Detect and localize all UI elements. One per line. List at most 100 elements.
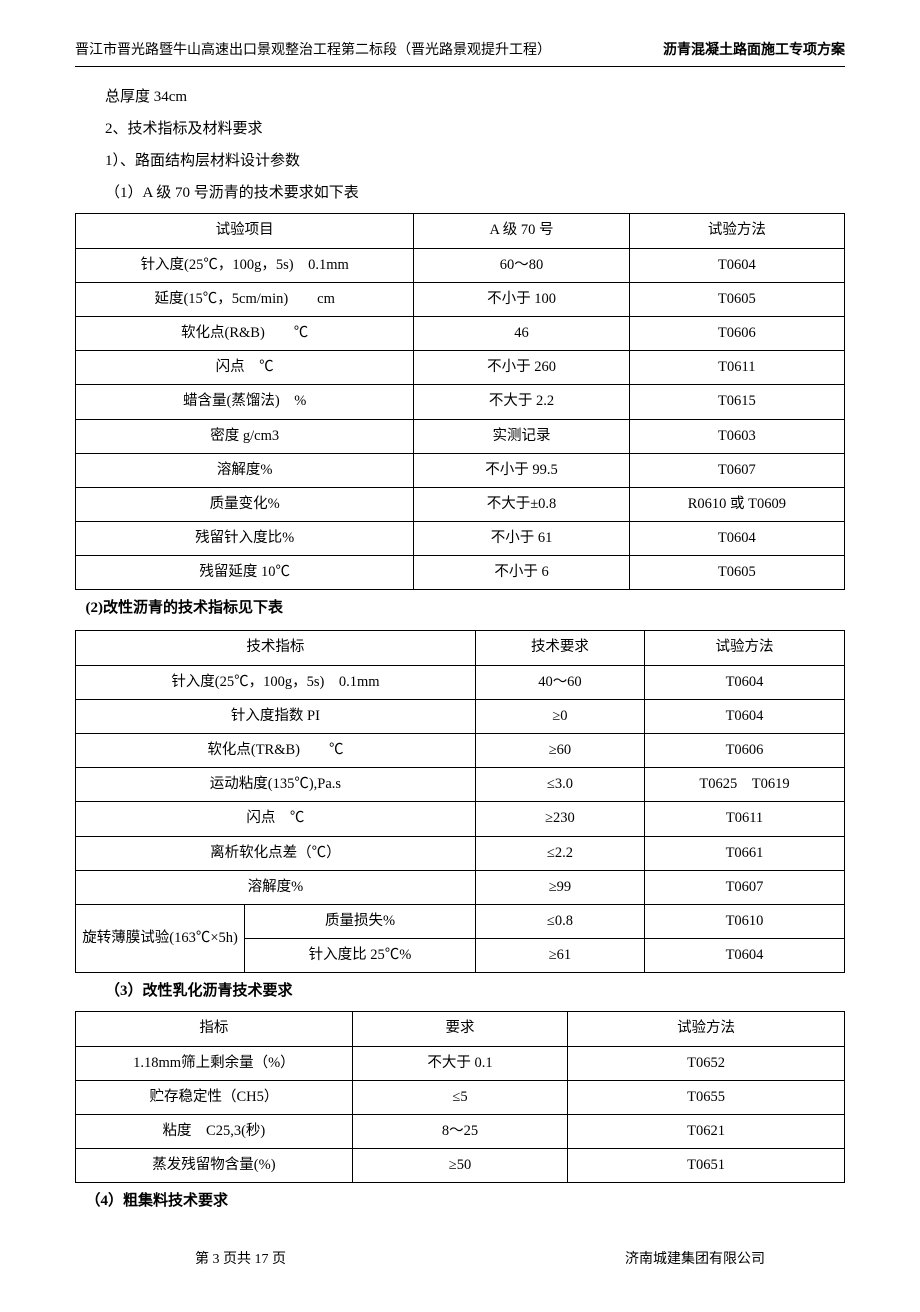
table-row: 闪点 ℃≥230T0611	[76, 802, 845, 836]
table-cell: 不小于 99.5	[414, 453, 629, 487]
table-cell: T0604	[645, 665, 845, 699]
table-cell: R0610 或 T0609	[629, 487, 844, 521]
table-row: 残留针入度比%不小于 61T0604	[76, 522, 845, 556]
table-cell: 闪点 ℃	[76, 802, 476, 836]
table-cell: T0605	[629, 282, 844, 316]
table-cell: ≤5	[352, 1080, 567, 1114]
table-cell: 8～25	[352, 1114, 567, 1148]
table-cell: 溶解度%	[76, 453, 414, 487]
table-row: 延度(15℃，5cm/min) cm不小于 100T0605	[76, 282, 845, 316]
table-row: 针入度指数 PI≥0T0604	[76, 699, 845, 733]
table-cell: T0615	[629, 385, 844, 419]
table-row: 技术指标技术要求试验方法	[76, 631, 845, 665]
table-cell: 60～80	[414, 248, 629, 282]
table-cell: 残留针入度比%	[76, 522, 414, 556]
table-cell: ≥60	[475, 734, 644, 768]
intro-line4: （1）A 级 70 号沥青的技术要求如下表	[75, 181, 845, 205]
table-row: 针入度(25℃，100g，5s) 0.1mm60～80T0604	[76, 248, 845, 282]
table-cell: T0604	[645, 699, 845, 733]
table-cell: 闪点 ℃	[76, 351, 414, 385]
table-row: 溶解度%不小于 99.5T0607	[76, 453, 845, 487]
page-footer: 第 3 页共 17 页 济南城建集团有限公司	[75, 1249, 845, 1271]
table-cell: 不小于 260	[414, 351, 629, 385]
table-cell: 残留延度 10℃	[76, 556, 414, 590]
table-row: 密度 g/cm3实测记录T0603	[76, 419, 845, 453]
table-cell: T0611	[645, 802, 845, 836]
table-cell: 针入度(25℃，100g，5s) 0.1mm	[76, 248, 414, 282]
table-cell: T0621	[568, 1114, 845, 1148]
table-cell: 蜡含量(蒸馏法) %	[76, 385, 414, 419]
table-cell: 质量损失%	[245, 904, 476, 938]
table-cell: 46	[414, 316, 629, 350]
table-row: 软化点(TR&B) ℃≥60T0606	[76, 734, 845, 768]
table-cell: T0625 T0619	[645, 768, 845, 802]
table-cell: T0652	[568, 1046, 845, 1080]
table-cell: T0606	[629, 316, 844, 350]
table-cell: 质量变化%	[76, 487, 414, 521]
section-title-4: （4）粗集料技术要求	[75, 1189, 845, 1213]
table-cell: 不大于 2.2	[414, 385, 629, 419]
table-cell: 软化点(R&B) ℃	[76, 316, 414, 350]
table-cell: ≥99	[475, 870, 644, 904]
table-row: 离析软化点差（℃）≤2.2T0661	[76, 836, 845, 870]
table-cell: T0611	[629, 351, 844, 385]
table-row: 1.18mm筛上剩余量（%）不大于 0.1T0652	[76, 1046, 845, 1080]
table-cell: 离析软化点差（℃）	[76, 836, 476, 870]
table-row: 贮存稳定性（CH5）≤5T0655	[76, 1080, 845, 1114]
table-cell: T0655	[568, 1080, 845, 1114]
table-cell: ≥0	[475, 699, 644, 733]
table-row: 溶解度%≥99T0607	[76, 870, 845, 904]
table-cell: T0604	[629, 522, 844, 556]
table-cell: A 级 70 号	[414, 214, 629, 248]
intro-line3: 1）、路面结构层材料设计参数	[75, 149, 845, 173]
table-cell: 技术指标	[76, 631, 476, 665]
table-cell: 软化点(TR&B) ℃	[76, 734, 476, 768]
table-cell: 40～60	[475, 665, 644, 699]
table-cell: 不小于 6	[414, 556, 629, 590]
table-row: 指标要求试验方法	[76, 1012, 845, 1046]
table-cell: T0604	[629, 248, 844, 282]
table-cell: 试验方法	[629, 214, 844, 248]
table-cell: 针入度(25℃，100g，5s) 0.1mm	[76, 665, 476, 699]
table-cell: ≤0.8	[475, 904, 644, 938]
footer-right: 济南城建集团有限公司	[625, 1249, 765, 1271]
table-cell: 试验项目	[76, 214, 414, 248]
footer-left: 第 3 页共 17 页	[195, 1249, 286, 1271]
table-cell: 不大于±0.8	[414, 487, 629, 521]
table-cell: ≤2.2	[475, 836, 644, 870]
table-cell: 贮存稳定性（CH5）	[76, 1080, 353, 1114]
table-row: 软化点(R&B) ℃46T0606	[76, 316, 845, 350]
table-cell: T0604	[645, 939, 845, 973]
table-cell: T0607	[629, 453, 844, 487]
table-cell: T0651	[568, 1149, 845, 1183]
table-row: 针入度(25℃，100g，5s) 0.1mm40～60T0604	[76, 665, 845, 699]
table-cell: 密度 g/cm3	[76, 419, 414, 453]
table-row: 旋转薄膜试验(163℃×5h)质量损失%≤0.8T0610	[76, 904, 845, 938]
section-title-3: （3）改性乳化沥青技术要求	[75, 979, 845, 1003]
table1: 试验项目A 级 70 号试验方法针入度(25℃，100g，5s) 0.1mm60…	[75, 213, 845, 590]
table-cell: 试验方法	[645, 631, 845, 665]
intro-line2: 2、技术指标及材料要求	[75, 117, 845, 141]
table-cell: 蒸发残留物含量(%)	[76, 1149, 353, 1183]
table-cell: 溶解度%	[76, 870, 476, 904]
table-cell: ≥230	[475, 802, 644, 836]
table-cell: 旋转薄膜试验(163℃×5h)	[76, 904, 245, 972]
table-cell: T0605	[629, 556, 844, 590]
table-row: 运动粘度(135℃),Pa.s≤3.0T0625 T0619	[76, 768, 845, 802]
table-row: 残留延度 10℃不小于 6T0605	[76, 556, 845, 590]
table-cell: ≤3.0	[475, 768, 644, 802]
table-cell: 指标	[76, 1012, 353, 1046]
table-cell: T0603	[629, 419, 844, 453]
table-cell: 技术要求	[475, 631, 644, 665]
table-cell: 不大于 0.1	[352, 1046, 567, 1080]
table-cell: T0661	[645, 836, 845, 870]
table-row: 闪点 ℃不小于 260T0611	[76, 351, 845, 385]
table-row: 试验项目A 级 70 号试验方法	[76, 214, 845, 248]
section-title-2: (2)改性沥青的技术指标见下表	[75, 596, 845, 620]
table-cell: T0607	[645, 870, 845, 904]
table-cell: 不小于 61	[414, 522, 629, 556]
table-cell: 实测记录	[414, 419, 629, 453]
table-cell: 试验方法	[568, 1012, 845, 1046]
intro-line1: 总厚度 34cm	[75, 85, 845, 109]
table-row: 粘度 C25,3(秒)8～25T0621	[76, 1114, 845, 1148]
